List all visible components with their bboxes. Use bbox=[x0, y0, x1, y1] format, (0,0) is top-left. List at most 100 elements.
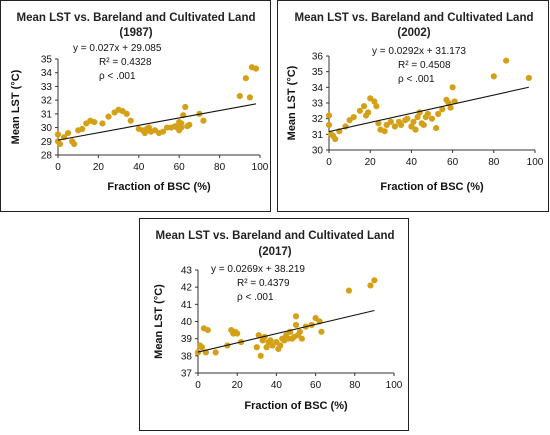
trendline bbox=[328, 86, 529, 133]
data-point bbox=[350, 114, 357, 121]
scatter-chart-2017: Mean LST vs. Bareland and Cultivated Lan… bbox=[153, 230, 403, 412]
y-tick-label: 33 bbox=[41, 82, 53, 93]
chart-title: Mean LST vs. Bareland and Cultivated Lan… bbox=[156, 230, 395, 242]
regression-annotation: ρ < .001 bbox=[237, 292, 274, 303]
x-tick-label: 80 bbox=[349, 380, 361, 391]
x-tick-label: 60 bbox=[174, 162, 186, 173]
x-tick-label: 40 bbox=[133, 162, 145, 173]
data-point bbox=[371, 277, 378, 284]
data-point bbox=[242, 75, 249, 82]
y-tick-label: 37 bbox=[181, 369, 193, 380]
y-tick-label: 36 bbox=[312, 52, 324, 63]
data-point bbox=[182, 103, 189, 111]
data-point bbox=[252, 65, 260, 72]
y-tick-label: 34 bbox=[312, 83, 324, 94]
trendline bbox=[197, 309, 375, 353]
regression-annotation: R² = 0.4508 bbox=[398, 60, 451, 71]
x-axis-label: Fraction of BSC (%) bbox=[380, 181, 484, 193]
chart-subtitle: (2002) bbox=[397, 27, 430, 39]
data-point bbox=[414, 114, 421, 121]
data-point bbox=[292, 313, 300, 320]
data-point bbox=[54, 131, 62, 138]
chart-panel-1987: Mean LST vs. Bareland and Cultivated Lan… bbox=[0, 0, 271, 212]
data-point bbox=[204, 326, 211, 334]
data-point bbox=[525, 74, 532, 82]
data-point bbox=[365, 109, 372, 116]
y-tick-label: 30 bbox=[41, 123, 53, 134]
x-tick-label: 100 bbox=[386, 380, 403, 391]
regression-annotation: y = 0.0269x + 38.219 bbox=[211, 264, 305, 275]
data-point bbox=[198, 344, 206, 351]
data-point bbox=[261, 333, 268, 341]
y-tick-label: 41 bbox=[181, 300, 193, 311]
x-tick-label: 20 bbox=[232, 380, 244, 391]
data-point bbox=[99, 120, 106, 127]
data-point bbox=[298, 335, 305, 342]
x-tick-label: 20 bbox=[365, 157, 377, 168]
data-point bbox=[373, 103, 380, 110]
x-tick-label: 80 bbox=[214, 162, 226, 173]
chart-panel-2017: Mean LST vs. Bareland and Cultivated Lan… bbox=[139, 218, 409, 431]
data-point bbox=[428, 115, 436, 122]
regression-annotation: ρ < .001 bbox=[99, 71, 136, 82]
x-axis-label: Fraction of BSC (%) bbox=[244, 400, 348, 412]
y-axis-label: Mean LST (°C) bbox=[286, 65, 298, 140]
data-point bbox=[439, 106, 446, 113]
x-tick-label: 60 bbox=[310, 380, 322, 391]
data-point bbox=[71, 140, 78, 148]
data-point bbox=[263, 344, 270, 351]
data-point bbox=[404, 115, 411, 122]
data-point bbox=[449, 84, 456, 91]
data-point bbox=[253, 344, 260, 351]
data-point bbox=[410, 118, 417, 125]
x-tick-label: 0 bbox=[55, 162, 61, 173]
y-tick-label: 31 bbox=[312, 130, 324, 141]
data-point bbox=[105, 113, 112, 120]
data-point bbox=[127, 117, 134, 124]
y-tick-label: 38 bbox=[181, 351, 193, 362]
x-axis-label: Fraction of BSC (%) bbox=[107, 181, 211, 193]
data-point bbox=[412, 126, 419, 133]
data-point bbox=[246, 94, 253, 101]
data-point bbox=[318, 328, 325, 335]
data-point bbox=[345, 287, 353, 294]
data-point bbox=[356, 107, 363, 114]
data-point bbox=[212, 349, 219, 356]
data-point bbox=[360, 103, 368, 110]
data-point bbox=[296, 328, 304, 335]
x-tick-label: 20 bbox=[93, 162, 105, 173]
y-tick-label: 30 bbox=[312, 146, 324, 157]
y-axis-label: Mean LST (°C) bbox=[153, 284, 165, 359]
chart-subtitle: (2017) bbox=[258, 246, 291, 258]
data-point bbox=[435, 110, 442, 118]
y-tick-label: 35 bbox=[41, 55, 53, 66]
data-point bbox=[292, 321, 300, 329]
y-axis-label: Mean LST (°C) bbox=[10, 69, 22, 144]
chart-subtitle: (1987) bbox=[119, 27, 152, 39]
data-point bbox=[123, 110, 130, 117]
y-tick-label: 42 bbox=[181, 283, 193, 294]
data-point bbox=[277, 342, 284, 349]
y-tick-label: 35 bbox=[312, 67, 324, 78]
data-point bbox=[381, 128, 388, 135]
chart-title: Mean LST vs. Bareland and Cultivated Lan… bbox=[295, 12, 534, 24]
data-point bbox=[387, 118, 394, 125]
data-point bbox=[371, 98, 378, 105]
data-point bbox=[255, 332, 262, 339]
y-tick-label: 32 bbox=[312, 114, 324, 125]
y-tick-label: 32 bbox=[41, 96, 53, 107]
regression-annotation: ρ < .001 bbox=[398, 74, 435, 85]
x-tick-label: 100 bbox=[252, 162, 269, 173]
regression-annotation: R² = 0.4328 bbox=[99, 57, 152, 68]
x-tick-label: 40 bbox=[406, 157, 418, 168]
data-point bbox=[267, 337, 274, 344]
x-tick-label: 100 bbox=[527, 157, 544, 168]
data-point bbox=[56, 140, 64, 148]
data-point bbox=[159, 128, 167, 135]
y-tick-label: 33 bbox=[312, 99, 324, 110]
data-point bbox=[375, 120, 382, 127]
data-point bbox=[200, 117, 207, 124]
data-point bbox=[424, 110, 431, 118]
data-point bbox=[178, 120, 185, 127]
data-point bbox=[367, 282, 374, 289]
